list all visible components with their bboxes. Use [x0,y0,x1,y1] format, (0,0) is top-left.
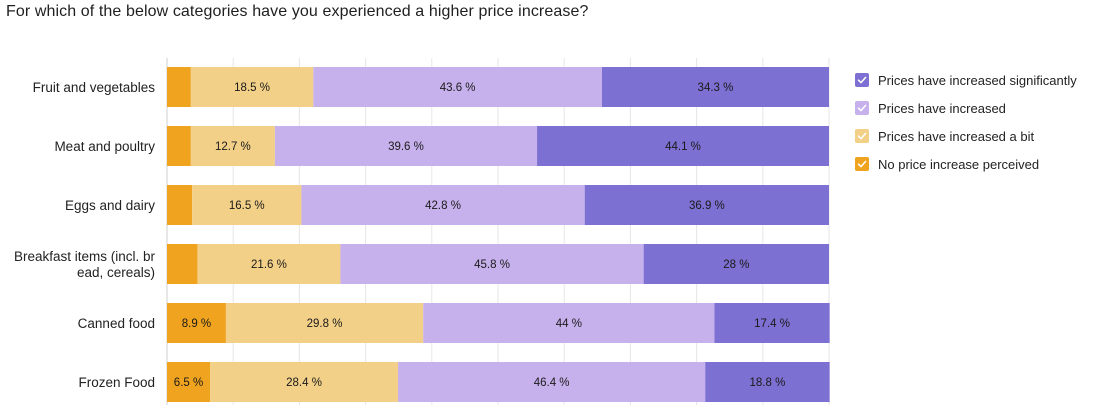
data-label: 17.4 % [754,318,790,330]
bar-segment[interactable] [167,303,226,343]
bar-segment[interactable] [340,244,644,284]
bar-segment[interactable] [423,303,715,343]
data-label: 18.5 % [234,82,270,94]
data-label: 16.5 % [229,200,265,212]
category-label: Meat and poultry [54,139,155,154]
bar-segment[interactable] [714,303,830,343]
bar-segment[interactable] [167,244,198,284]
bar-segment[interactable] [537,126,829,166]
bar-segment[interactable] [197,244,341,284]
bar-segment[interactable] [398,362,706,402]
data-label: 44.1 % [665,141,701,153]
data-label: 39.6 % [388,141,424,153]
data-label: 18.8 % [750,377,786,389]
bar-segment[interactable] [643,244,829,284]
data-label: 46.4 % [534,377,570,389]
bar-segment[interactable] [601,67,829,107]
bars: 18.5 % 43.6 % 34.3 % 12.7 % 39.6 % 44.1 % 16.5… [167,67,830,402]
data-label: 42.8 % [425,200,461,212]
legend-checkbox-icon[interactable] [855,157,869,171]
category-label: Fruit and vegetables [33,80,156,95]
bar-segment[interactable] [192,185,302,225]
data-label: 45.8 % [474,259,510,271]
category-label: Canned food [78,316,155,331]
data-label: 29.8 % [307,318,343,330]
bar-segment[interactable] [274,126,538,166]
legend-label: No price increase perceived [878,156,1040,172]
bar-segment[interactable] [167,185,193,225]
bar-segment[interactable] [167,126,191,166]
category-label: Eggs and dairy [65,198,155,213]
chart-title: For which of the below categories have y… [6,3,589,20]
bar-segment[interactable] [584,185,829,225]
legend-item[interactable]: Prices have increased a bit [855,122,1077,150]
bar-segment[interactable] [225,303,424,343]
legend-item[interactable]: No price increase perceived [855,150,1077,178]
data-label: 34.3 % [698,82,734,94]
bar-segment[interactable] [705,362,830,402]
gridlines [166,58,830,405]
data-label: 21.6 % [251,259,287,271]
data-label: 36.9 % [689,200,725,212]
legend-item[interactable]: Prices have increased significantly [855,66,1077,94]
legend-item[interactable]: Prices have increased [855,94,1077,122]
legend-checkbox-icon[interactable] [855,129,869,143]
bar-segment[interactable] [301,185,585,225]
legend: Prices have increased significantly Price… [855,66,1077,178]
bar-segment[interactable] [190,67,314,107]
legend-label: Prices have increased [878,100,1006,116]
legend-checkbox-icon[interactable] [855,73,869,87]
bar-segment[interactable] [313,67,602,107]
legend-checkbox-icon[interactable] [855,101,869,115]
legend-label: Prices have increased significantly [878,72,1077,88]
data-label: 43.6 % [440,82,476,94]
legend-label: Prices have increased a bit [878,128,1035,144]
category-label: Breakfast items (incl. br ead, cereals) [14,249,156,280]
bar-segment[interactable] [167,362,211,402]
data-label: 44 % [556,318,582,330]
data-label: 6.5 % [174,377,203,389]
data-label: 12.7 % [215,141,251,153]
bar-segment[interactable] [190,126,275,166]
bar-segment[interactable] [210,362,399,402]
bar-segment[interactable] [167,67,191,107]
data-label: 8.9 % [182,318,211,330]
category-label: Frozen Food [78,375,155,390]
data-label: 28 % [723,259,749,271]
data-label: 28.4 % [286,377,322,389]
category-labels: Fruit and vegetables Meat and poultry Eggs… [14,80,156,390]
